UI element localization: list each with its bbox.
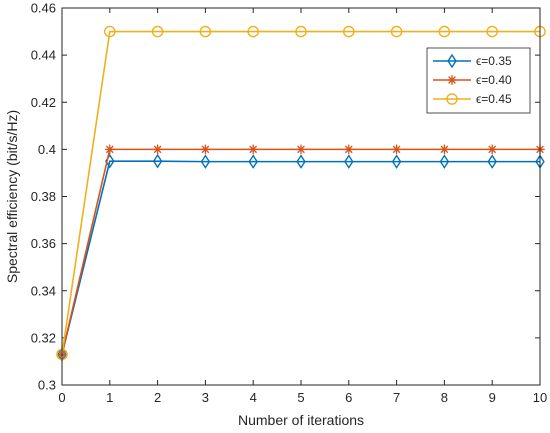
series-circle [56,25,546,361]
y-tick-label: 0.34 [31,283,56,298]
asterisk-marker [447,75,457,85]
y-tick-label: 0.4 [38,142,56,157]
y-tick-label: 0.3 [38,378,56,393]
series-line [61,160,540,355]
circle-marker [486,25,499,38]
y-tick-label: 0.42 [31,95,56,110]
asterisk-marker [296,144,306,155]
circle-marker [446,93,458,105]
legend-item: ϵ=0.40 [433,73,512,87]
diamond-marker [248,154,258,169]
circle-marker [247,25,259,38]
y-axis-label: Spectral efficiency (bit/s/Hz) [4,110,20,283]
x-axis-label: Number of iterations [238,412,364,428]
x-tick-label: 2 [154,390,161,405]
circle-marker [151,25,164,38]
circle-marker [104,25,116,38]
series-line [61,30,540,355]
asterisk-marker [200,144,211,155]
diamond-marker [439,154,450,169]
diamond-marker [152,153,163,169]
circle-marker [199,25,212,38]
x-tick-label: 0 [58,390,65,405]
legend-label: ϵ=0.35 [476,54,512,68]
x-tick-label: 6 [345,390,352,405]
legend-label: ϵ=0.40 [476,73,512,87]
legend-item: ϵ=0.45 [433,92,512,106]
asterisk-marker [487,144,497,155]
asterisk-marker [248,144,258,155]
y-tick-label: 0.36 [31,236,56,251]
asterisk-marker [391,144,402,155]
x-tick-label: 3 [202,390,209,405]
x-tick-label: 9 [489,390,496,405]
y-tick-label: 0.38 [31,189,56,204]
x-tick-label: 10 [533,390,547,405]
diamond-marker [447,53,457,69]
x-tick-label: 5 [297,390,304,405]
asterisk-marker [344,144,354,155]
x-axis-ticks: 0 1 2 3 4 5 6 7 8 9 10 [58,8,547,405]
y-tick-label: 0.44 [31,48,56,63]
circle-marker [438,25,451,38]
x-tick-label: 7 [393,390,400,405]
circle-marker [390,25,403,38]
diamond-marker [391,154,402,169]
y-axis-ticks: 0.3 0.32 0.34 0.36 0.38 0.4 0.42 0.44 0.46 [31,1,540,393]
x-tick-label: 4 [250,390,257,405]
circle-marker [342,25,355,38]
x-tick-label: 1 [106,390,113,405]
legend: ϵ=0.35 ϵ=0.40 ϵ=0.45 [426,47,531,114]
axes-box [61,7,541,386]
diamond-marker [296,154,306,169]
asterisk-marker [439,144,450,155]
x-tick-label: 8 [441,390,448,405]
legend-label: ϵ=0.45 [476,92,512,106]
legend-item: ϵ=0.35 [433,53,512,69]
diamond-marker [200,154,211,169]
diamond-marker [487,154,497,169]
asterisk-marker [105,144,115,155]
diamond-marker [344,154,354,169]
y-tick-label: 0.46 [31,1,56,16]
asterisk-marker [152,144,163,155]
circle-marker [295,25,307,38]
y-tick-label: 0.32 [31,330,56,345]
